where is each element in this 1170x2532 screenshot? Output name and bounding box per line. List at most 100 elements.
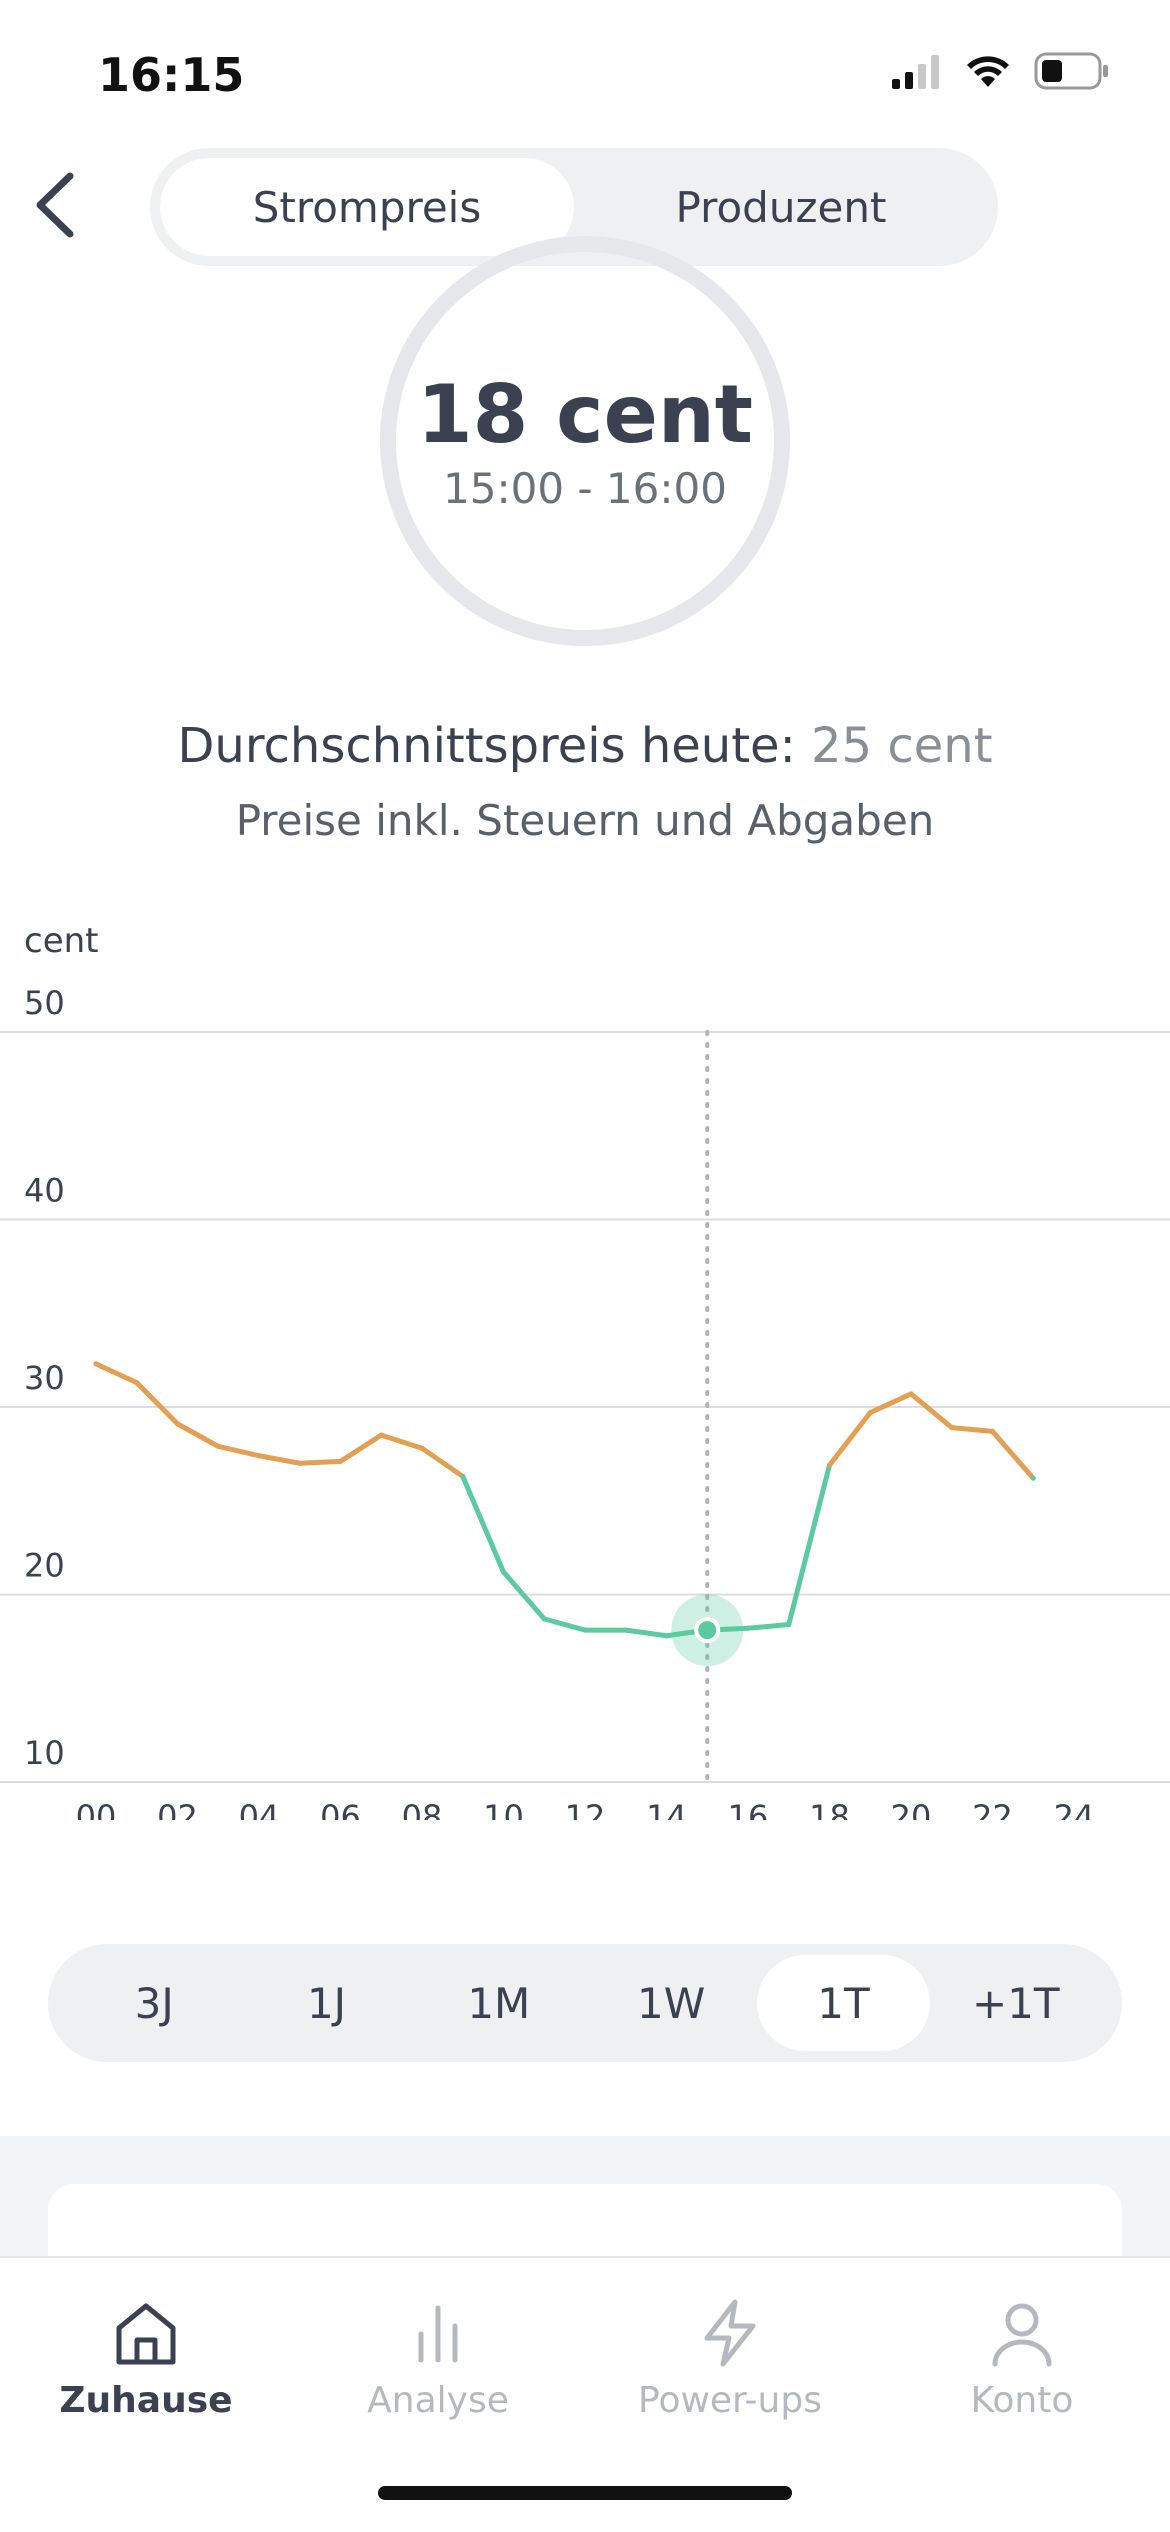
status-icons — [892, 52, 1110, 90]
average-price-value: 25 cent — [811, 718, 993, 774]
data-point — [990, 1428, 995, 1434]
y-tick-label: 10 — [24, 1734, 65, 1772]
range-3j[interactable]: 3J — [134, 1978, 174, 2028]
signal-icon — [892, 55, 939, 89]
data-point — [827, 1462, 832, 1468]
data-point — [134, 1380, 140, 1386]
home-icon — [116, 2303, 176, 2365]
nav-power-ups[interactable]: Power-ups — [600, 2298, 860, 2421]
data-point — [215, 1443, 221, 1449]
nav-konto[interactable]: Konto — [892, 2298, 1152, 2421]
series-segment — [623, 1627, 669, 1639]
current-price: 18 cent — [416, 368, 754, 461]
data-point — [338, 1458, 343, 1464]
series-segment — [949, 1425, 995, 1434]
data-point — [378, 1432, 384, 1438]
data-point — [541, 1616, 547, 1622]
data-point — [93, 1361, 99, 1367]
series-segment — [786, 1462, 832, 1627]
bar-chart-icon — [418, 2305, 458, 2363]
status-time: 16:15 — [98, 48, 245, 102]
series-segment — [541, 1616, 588, 1633]
nav-power-ups-label: Power-ups — [638, 2380, 822, 2421]
selected-point — [694, 1617, 721, 1644]
series-segment — [338, 1432, 384, 1464]
y-tick-label: 30 — [24, 1359, 65, 1397]
tab-strompreis[interactable]: Strompreis — [160, 158, 574, 256]
x-tick-label: 16 — [728, 1798, 769, 1820]
x-tick-label: 10 — [483, 1798, 524, 1820]
data-point — [786, 1622, 792, 1627]
y-tick-label: 40 — [24, 1172, 65, 1210]
data-point — [1030, 1475, 1036, 1481]
lightning-icon — [704, 2299, 756, 2367]
series-segment — [215, 1443, 262, 1459]
data-point — [867, 1410, 873, 1416]
x-tick-label: 08 — [402, 1798, 443, 1820]
data-point — [501, 1569, 506, 1575]
data-point — [745, 1625, 751, 1631]
current-price-time: 15:00 - 16:00 — [443, 464, 727, 513]
range-1t[interactable]: 1T — [757, 1955, 930, 2051]
nav-konto-label: Konto — [970, 2380, 1074, 2421]
x-tick-label: 00 — [76, 1798, 117, 1820]
x-tick-label: 12 — [565, 1798, 606, 1820]
back-button[interactable] — [20, 165, 90, 245]
data-point — [256, 1453, 262, 1459]
range-plus-1t[interactable]: +1T — [972, 1978, 1060, 2028]
nav-zuhause-label: Zuhause — [59, 2380, 233, 2421]
data-point — [908, 1391, 914, 1397]
x-tick-label: 20 — [891, 1798, 932, 1820]
range-1m[interactable]: 1M — [467, 1978, 531, 2028]
data-point — [297, 1460, 303, 1466]
price-chart[interactable]: cent 10 20 30 40 50 00 02 04 06 08 10 12 14 16 18 20 22 24 — [0, 900, 1170, 1820]
y-tick-label: 20 — [24, 1547, 65, 1585]
chevron-left-icon — [36, 172, 74, 238]
x-tick-label: 22 — [972, 1798, 1013, 1820]
range-selector: 3J 1J 1M 1W 1T +1T — [48, 1944, 1122, 2062]
range-1j[interactable]: 1J — [306, 1978, 347, 2028]
series-segment — [93, 1361, 140, 1386]
x-tick-label: 02 — [157, 1798, 198, 1820]
user-icon — [992, 2303, 1052, 2367]
data-point — [949, 1425, 955, 1431]
x-tick-label: 06 — [320, 1798, 361, 1820]
series-segment — [175, 1421, 221, 1449]
y-axis-title: cent — [24, 921, 99, 961]
series-segment — [501, 1569, 547, 1622]
average-price-label: Durchschnittspreis heute: — [177, 718, 796, 774]
nav-analyse-label: Analyse — [367, 2380, 509, 2421]
range-1w[interactable]: 1W — [637, 1978, 706, 2028]
data-point — [175, 1421, 180, 1427]
x-tick-label: 18 — [809, 1798, 850, 1820]
series-segment — [256, 1453, 303, 1466]
series-segment — [827, 1410, 873, 1468]
x-tick-label: 14 — [646, 1798, 687, 1820]
nav-analyse[interactable]: Analyse — [308, 2298, 568, 2421]
data-point — [623, 1627, 629, 1633]
series-segment — [378, 1432, 425, 1451]
x-tick-label: 04 — [239, 1798, 280, 1820]
series-segment — [867, 1391, 914, 1416]
series-segment — [460, 1473, 506, 1575]
series-segment — [908, 1391, 955, 1431]
home-indicator — [378, 2486, 792, 2500]
y-tick-label: 50 — [24, 984, 65, 1022]
series-segment — [297, 1458, 343, 1466]
series-segment — [745, 1622, 792, 1631]
data-point — [582, 1627, 588, 1633]
tab-produzent[interactable]: Produzent — [675, 182, 887, 232]
series-segment — [990, 1428, 1036, 1481]
series-segment — [134, 1380, 180, 1427]
data-point — [419, 1445, 425, 1451]
tax-note: Preise inkl. Steuern und Abgaben — [235, 796, 935, 845]
battery-icon — [1034, 52, 1108, 90]
series-segment — [419, 1445, 466, 1479]
x-tick-label: 24 — [1054, 1798, 1095, 1820]
nav-zuhause[interactable]: Zuhause — [16, 2298, 276, 2421]
average-price: Durchschnittspreis heute: 25 cent — [0, 718, 1170, 774]
data-point — [664, 1633, 669, 1639]
data-point — [460, 1473, 466, 1479]
wifi-icon — [967, 56, 1009, 87]
